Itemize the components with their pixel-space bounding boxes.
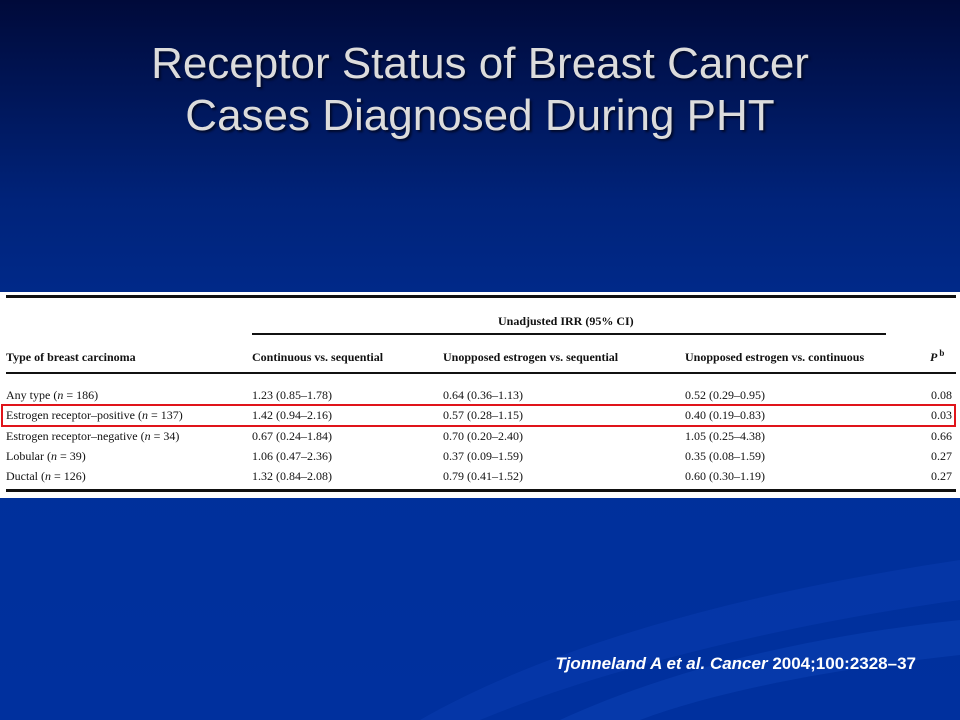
highlight-box-er-positive (1, 404, 956, 427)
row-3-unopposed-vs-sequential: 0.37 (0.09–1.59) (443, 449, 523, 463)
citation-ref: 2004;100:2328–37 (772, 654, 916, 673)
col-header-unopposed-vs-continuous: Unopposed estrogen vs. continuous (685, 350, 865, 364)
row-1-unopposed-vs-sequential: 0.57 (0.28–1.15) (443, 408, 523, 422)
row-3-type: Lobular (n = 39) (6, 449, 86, 463)
col-header-p-letter: P (930, 350, 938, 364)
row-4-unopposed-vs-continuous: 0.60 (0.30–1.19) (685, 469, 765, 483)
header-bottom-rule (6, 372, 956, 374)
row-0-p-value: 0.08 (931, 388, 952, 402)
row-1-p-value: 0.03 (931, 408, 952, 422)
slide-title: Receptor Status of Breast Cancer Cases D… (0, 38, 960, 142)
table-top-rule (6, 295, 956, 298)
group-header: Unadjusted IRR (95% CI) (498, 314, 634, 328)
table-bottom-rule (6, 489, 956, 492)
row-0-type: Any type (n = 186) (6, 388, 99, 402)
citation-authors: Tjonneland A et al. (555, 654, 706, 673)
row-4-unopposed-vs-sequential: 0.79 (0.41–1.52) (443, 469, 523, 483)
row-4-type: Ductal (n = 126) (6, 469, 86, 483)
row-1-unopposed-vs-continuous: 0.40 (0.19–0.83) (685, 408, 765, 422)
row-0-unopposed-vs-continuous: 0.52 (0.29–0.95) (685, 388, 765, 402)
col-header-p-footnote: b (939, 348, 945, 358)
row-2-p-value: 0.66 (931, 429, 952, 443)
irr-table: Unadjusted IRR (95% CI) Type of breast c… (0, 292, 960, 498)
row-2-continuous-vs-sequential: 0.67 (0.24–1.84) (252, 429, 332, 443)
row-2-type: Estrogen receptor–negative (n = 34) (6, 429, 180, 443)
row-4-continuous-vs-sequential: 1.32 (0.84–2.08) (252, 469, 332, 483)
row-2-unopposed-vs-sequential: 0.70 (0.20–2.40) (443, 429, 523, 443)
row-0-continuous-vs-sequential: 1.23 (0.85–1.78) (252, 388, 332, 402)
citation-journal: Cancer (709, 654, 768, 673)
col-header-type: Type of breast carcinoma (6, 350, 136, 364)
group-header-rule (252, 333, 886, 335)
slide-title-line-1: Receptor Status of Breast Cancer (151, 39, 809, 88)
col-header-continuous-vs-sequential: Continuous vs. sequential (252, 350, 384, 364)
row-4-p-value: 0.27 (931, 469, 952, 483)
row-1-continuous-vs-sequential: 1.42 (0.94–2.16) (252, 408, 332, 422)
row-2-unopposed-vs-continuous: 1.05 (0.25–4.38) (685, 429, 765, 443)
row-0-unopposed-vs-sequential: 0.64 (0.36–1.13) (443, 388, 523, 402)
row-3-p-value: 0.27 (931, 449, 952, 463)
col-header-unopposed-vs-sequential: Unopposed estrogen vs. sequential (443, 350, 619, 364)
row-1-type: Estrogen receptor–positive (n = 137) (6, 408, 183, 422)
slide-title-line-2: Cases Diagnosed During PHT (185, 91, 775, 140)
row-3-unopposed-vs-continuous: 0.35 (0.08–1.59) (685, 449, 765, 463)
citation: Tjonneland A et al. Cancer 2004;100:2328… (555, 654, 916, 674)
row-3-continuous-vs-sequential: 1.06 (0.47–2.36) (252, 449, 332, 463)
